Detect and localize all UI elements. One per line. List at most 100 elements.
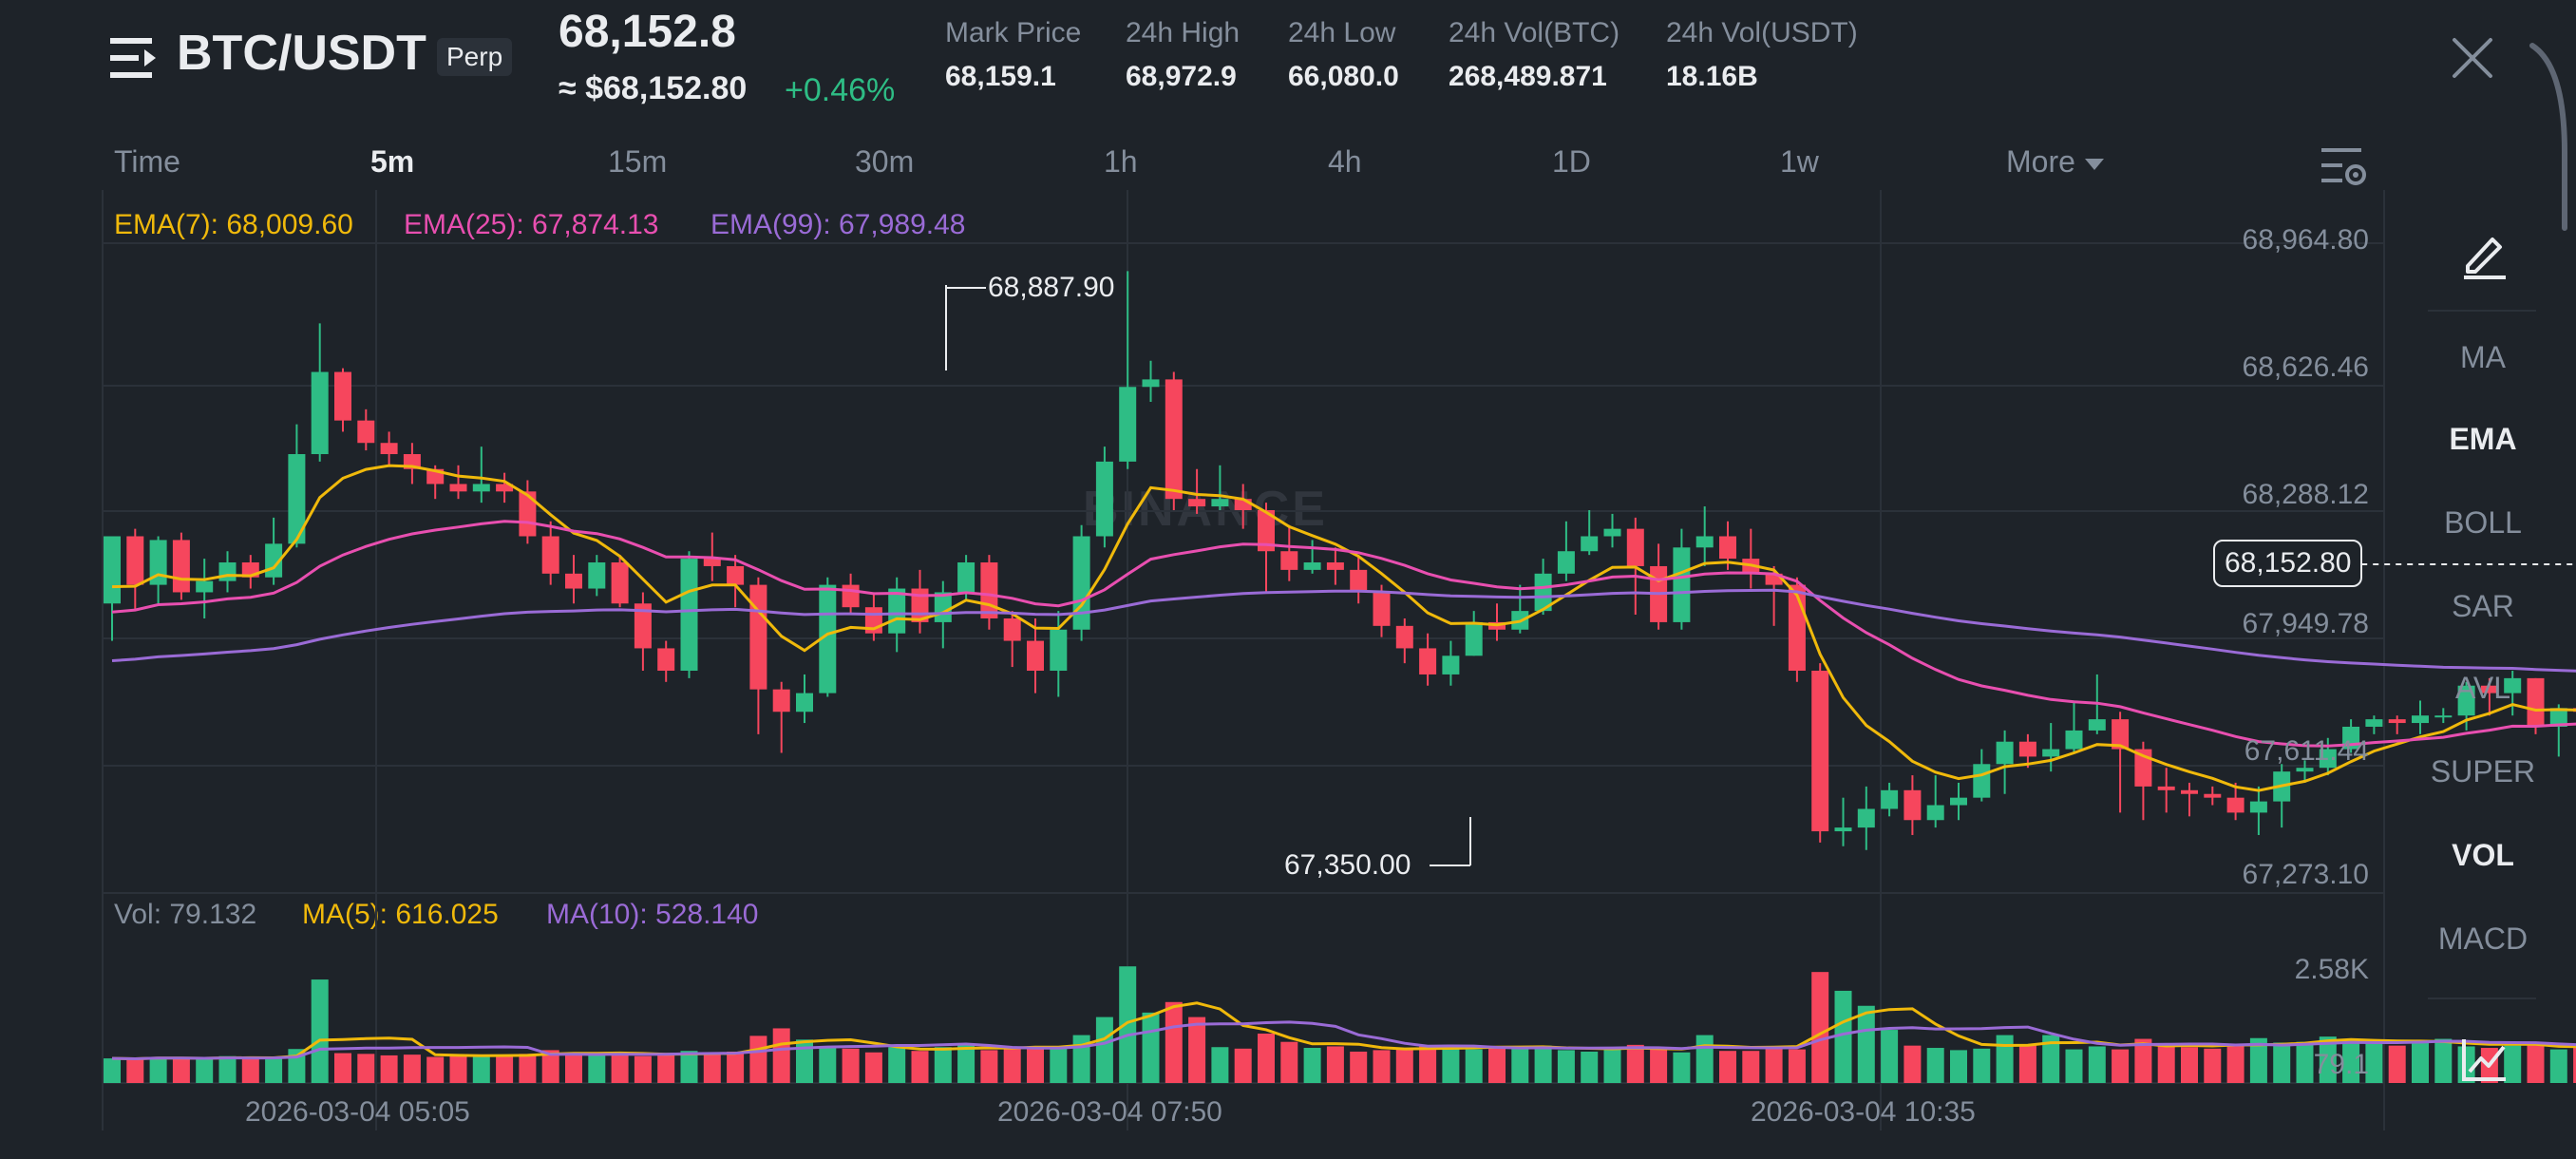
indicator-ema[interactable]: EMA	[2449, 422, 2517, 456]
candle-body	[657, 648, 675, 672]
volume-bar	[2504, 1045, 2522, 1083]
volume-bar	[196, 1058, 214, 1083]
volume-bar	[2273, 1042, 2291, 1083]
volume-bar	[1326, 1046, 1344, 1083]
chart-type-icon[interactable]	[2460, 1036, 2510, 1083]
volume-bar	[888, 1047, 906, 1083]
candle-body	[1211, 499, 1229, 507]
tab-1w[interactable]: 1w	[1780, 144, 1819, 179]
volume-bar	[380, 1054, 398, 1083]
tab-1h[interactable]: 1h	[1104, 144, 1138, 179]
candle-body	[218, 562, 237, 581]
candle-body	[2527, 677, 2545, 727]
time-axis-label: 2026-03-04 07:50	[997, 1096, 1222, 1128]
volume-bar	[1373, 1050, 1391, 1083]
candle-body	[1581, 536, 1599, 552]
volume-bar	[2249, 1037, 2267, 1083]
ma5-legend: MA(5): 616.025	[302, 899, 499, 930]
price-axis-label: 67,949.78	[2242, 608, 2369, 639]
time-axis-label: 2026-03-04 05:05	[245, 1096, 470, 1128]
candle-body	[1442, 656, 1460, 674]
candle-body	[1326, 562, 1344, 570]
candle-body	[1465, 621, 1483, 656]
tab-time[interactable]: Time	[114, 144, 180, 179]
candle-body	[1350, 569, 1368, 593]
volume-bar	[1234, 1048, 1252, 1083]
toolbar-divider	[2428, 310, 2536, 312]
candle-body	[519, 491, 537, 537]
volume-bar	[1650, 1048, 1668, 1083]
candle-body	[1603, 528, 1621, 537]
volume-bar	[2573, 1048, 2576, 1083]
volume-bar	[1511, 1048, 1529, 1083]
candle-body	[588, 562, 606, 589]
candle-body	[1373, 592, 1391, 626]
scroll-indicator[interactable]	[2527, 38, 2576, 238]
volume-bar	[1465, 1049, 1483, 1083]
volume-bar	[1719, 1051, 1736, 1083]
symbol-title[interactable]: BTC/USDT	[177, 26, 426, 81]
indicator-boll[interactable]: BOLL	[2444, 505, 2522, 540]
price-axis-label: 67,611.44	[2244, 735, 2369, 767]
volume-bar	[1395, 1048, 1413, 1083]
low-marker-label: 67,350.00	[1284, 849, 1411, 881]
vol-btc-label: 24h Vol(BTC)	[1449, 17, 1620, 48]
candle-body	[2204, 793, 2222, 798]
close-icon[interactable]	[2449, 34, 2496, 82]
volume-bar	[2434, 1038, 2453, 1083]
candle-body	[449, 484, 467, 492]
volume-bar	[1811, 972, 1829, 1083]
candle-body	[727, 565, 745, 585]
indicator-super[interactable]: SUPER	[2430, 754, 2536, 788]
tab-more[interactable]: More	[2006, 144, 2104, 180]
indicator-avl[interactable]: AVL	[2454, 671, 2511, 705]
volume-bar	[703, 1053, 721, 1083]
tab-15m[interactable]: 15m	[608, 144, 668, 179]
indicator-vol[interactable]: VOL	[2452, 838, 2514, 872]
candle-body	[749, 584, 767, 690]
volume-bar	[1280, 1041, 1298, 1083]
candle-body	[1003, 618, 1021, 641]
volume-bar	[1834, 990, 1852, 1083]
candle-body	[1165, 379, 1183, 500]
candle-body	[2319, 749, 2337, 769]
volume-bar	[980, 1050, 998, 1083]
volume-bar	[2112, 1049, 2130, 1083]
candle-body	[1996, 741, 2014, 765]
volume-bar	[1095, 1016, 1113, 1083]
candle-body	[1904, 789, 1922, 821]
candle-body	[1280, 551, 1298, 570]
volume-bar	[2549, 1049, 2567, 1083]
change-percent: +0.46%	[785, 72, 896, 108]
candle-body	[634, 603, 652, 649]
menu-icon[interactable]	[108, 34, 160, 82]
candle-body	[1258, 509, 1275, 552]
candle-body	[2412, 715, 2429, 724]
volume-bar	[1695, 1035, 1714, 1083]
settings-icon[interactable]	[2318, 142, 2369, 188]
volume-bar	[2296, 1041, 2314, 1083]
volume-bar	[265, 1057, 283, 1083]
price-axis-label: 68,288.12	[2242, 479, 2369, 510]
vol-legend: Vol: 79.132	[114, 899, 257, 930]
volume-bar	[1419, 1046, 1437, 1083]
volume-bar	[2527, 1042, 2545, 1083]
volume-bar	[2412, 1042, 2429, 1083]
tab-30m[interactable]: 30m	[855, 144, 915, 179]
indicator-sar[interactable]: SAR	[2452, 589, 2514, 623]
volume-bar	[1188, 1016, 1206, 1083]
indicator-ma[interactable]: MA	[2460, 340, 2506, 374]
candle-body	[842, 584, 860, 608]
volume-bar	[2365, 1041, 2383, 1083]
tab-1d[interactable]: 1D	[1552, 144, 1591, 179]
tab-4h[interactable]: 4h	[1328, 144, 1362, 179]
tab-5m[interactable]: 5m	[370, 144, 415, 179]
indicator-macd[interactable]: MACD	[2437, 922, 2529, 956]
candle-body	[2042, 749, 2060, 757]
volume-bar	[864, 1052, 882, 1083]
candle-body	[2365, 719, 2383, 727]
candle-body	[819, 584, 837, 694]
draw-tool-icon[interactable]	[2460, 228, 2510, 279]
candle-body	[357, 420, 375, 444]
